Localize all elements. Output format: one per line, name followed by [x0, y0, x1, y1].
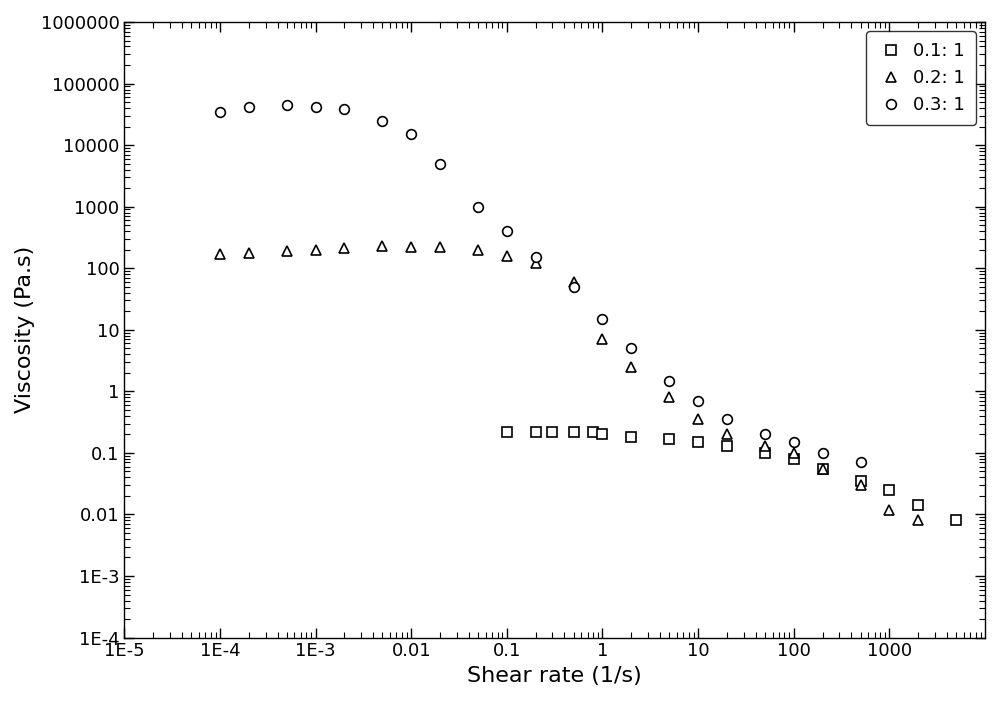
- 0.1: 1: (5, 0.17): 1: (5, 0.17): [663, 435, 675, 443]
- 0.1: 1: (2, 0.18): 1: (2, 0.18): [625, 433, 637, 442]
- 0.3: 1: (0.5, 50): 1: (0.5, 50): [568, 283, 580, 291]
- 0.2: 1: (0.0001, 170): 1: (0.0001, 170): [214, 250, 226, 258]
- 0.3: 1: (5, 1.5): 1: (5, 1.5): [663, 376, 675, 385]
- 0.3: 1: (0.01, 1.5e+04): 1: (0.01, 1.5e+04): [405, 130, 417, 139]
- 0.3: 1: (0.2, 150): 1: (0.2, 150): [530, 253, 542, 261]
- 0.1: 1: (1, 0.2): 1: (1, 0.2): [596, 430, 608, 439]
- 0.2: 1: (0.005, 230): 1: (0.005, 230): [376, 242, 388, 250]
- 0.3: 1: (0.0002, 4.2e+04): 1: (0.0002, 4.2e+04): [243, 102, 255, 111]
- 0.3: 1: (0.05, 1e+03): 1: (0.05, 1e+03): [472, 203, 484, 211]
- 0.1: 1: (50, 0.1): 1: (50, 0.1): [759, 449, 771, 457]
- 0.2: 1: (0.0005, 190): 1: (0.0005, 190): [281, 247, 293, 255]
- 0.3: 1: (0.02, 5e+03): 1: (0.02, 5e+03): [434, 159, 446, 168]
- Line: 0.1: 1: 0.1: 1: [502, 427, 961, 525]
- 0.2: 1: (500, 0.03): 1: (500, 0.03): [855, 481, 867, 489]
- X-axis label: Shear rate (1/s): Shear rate (1/s): [467, 666, 642, 686]
- 0.3: 1: (100, 0.15): 1: (100, 0.15): [788, 438, 800, 447]
- 0.3: 1: (10, 0.7): 1: (10, 0.7): [692, 397, 704, 405]
- 0.2: 1: (0.01, 225): 1: (0.01, 225): [405, 243, 417, 251]
- 0.2: 1: (0.5, 60): 1: (0.5, 60): [568, 278, 580, 286]
- 0.2: 1: (50, 0.13): 1: (50, 0.13): [759, 442, 771, 450]
- 0.3: 1: (0.002, 3.8e+04): 1: (0.002, 3.8e+04): [338, 105, 350, 114]
- Y-axis label: Viscosity (Pa.s): Viscosity (Pa.s): [15, 246, 35, 414]
- 0.2: 1: (100, 0.1): 1: (100, 0.1): [788, 449, 800, 457]
- 0.1: 1: (200, 0.055): 1: (200, 0.055): [817, 465, 829, 473]
- 0.1: 1: (2e+03, 0.014): 1: (2e+03, 0.014): [912, 501, 924, 510]
- 0.3: 1: (20, 0.35): 1: (20, 0.35): [721, 415, 733, 423]
- 0.3: 1: (0.005, 2.5e+04): 1: (0.005, 2.5e+04): [376, 116, 388, 125]
- 0.1: 1: (20, 0.13): 1: (20, 0.13): [721, 442, 733, 450]
- 0.2: 1: (1e+03, 0.012): 1: (1e+03, 0.012): [883, 505, 895, 514]
- 0.3: 1: (2, 5): 1: (2, 5): [625, 344, 637, 353]
- 0.2: 1: (2e+03, 0.008): 1: (2e+03, 0.008): [912, 516, 924, 524]
- 0.3: 1: (0.0001, 3.5e+04): 1: (0.0001, 3.5e+04): [214, 107, 226, 116]
- 0.1: 1: (5e+03, 0.008): 1: (5e+03, 0.008): [950, 516, 962, 524]
- 0.3: 1: (50, 0.2): 1: (50, 0.2): [759, 430, 771, 439]
- Line: 0.2: 1: 0.2: 1: [215, 241, 923, 525]
- 0.1: 1: (10, 0.15): 1: (10, 0.15): [692, 438, 704, 447]
- 0.3: 1: (0.0005, 4.5e+04): 1: (0.0005, 4.5e+04): [281, 101, 293, 109]
- 0.2: 1: (0.1, 160): 1: (0.1, 160): [501, 252, 513, 260]
- 0.1: 1: (0.3, 0.22): 1: (0.3, 0.22): [546, 428, 558, 436]
- 0.2: 1: (1, 7): 1: (1, 7): [596, 335, 608, 343]
- 0.1: 1: (1e+03, 0.025): 1: (1e+03, 0.025): [883, 486, 895, 494]
- 0.1: 1: (100, 0.08): 1: (100, 0.08): [788, 455, 800, 463]
- 0.2: 1: (2, 2.5): 1: (2, 2.5): [625, 362, 637, 371]
- 0.1: 1: (0.5, 0.22): 1: (0.5, 0.22): [568, 428, 580, 436]
- 0.1: 1: (0.8, 0.22): 1: (0.8, 0.22): [587, 428, 599, 436]
- 0.2: 1: (200, 0.055): 1: (200, 0.055): [817, 465, 829, 473]
- 0.2: 1: (5, 0.8): 1: (5, 0.8): [663, 393, 675, 402]
- 0.2: 1: (20, 0.2): 1: (20, 0.2): [721, 430, 733, 439]
- 0.2: 1: (0.2, 120): 1: (0.2, 120): [530, 259, 542, 268]
- 0.1: 1: (500, 0.035): 1: (500, 0.035): [855, 477, 867, 485]
- 0.3: 1: (1, 15): 1: (1, 15): [596, 315, 608, 323]
- 0.3: 1: (0.1, 400): 1: (0.1, 400): [501, 227, 513, 236]
- 0.2: 1: (0.001, 200): 1: (0.001, 200): [310, 245, 322, 254]
- 0.2: 1: (10, 0.35): 1: (10, 0.35): [692, 415, 704, 423]
- 0.3: 1: (500, 0.07): 1: (500, 0.07): [855, 458, 867, 467]
- 0.3: 1: (200, 0.1): 1: (200, 0.1): [817, 449, 829, 457]
- Legend: 0.1: 1, 0.2: 1, 0.3: 1: 0.1: 1, 0.2: 1, 0.3: 1: [866, 31, 976, 125]
- 0.1: 1: (0.2, 0.22): 1: (0.2, 0.22): [530, 428, 542, 436]
- 0.2: 1: (0.02, 220): 1: (0.02, 220): [434, 243, 446, 252]
- 0.2: 1: (0.0002, 175): 1: (0.0002, 175): [243, 249, 255, 257]
- Line: 0.3: 1: 0.3: 1: [215, 100, 865, 468]
- 0.3: 1: (0.001, 4.2e+04): 1: (0.001, 4.2e+04): [310, 102, 322, 111]
- 0.2: 1: (0.002, 210): 1: (0.002, 210): [338, 244, 350, 252]
- 0.1: 1: (0.1, 0.22): 1: (0.1, 0.22): [501, 428, 513, 436]
- 0.2: 1: (0.05, 200): 1: (0.05, 200): [472, 245, 484, 254]
